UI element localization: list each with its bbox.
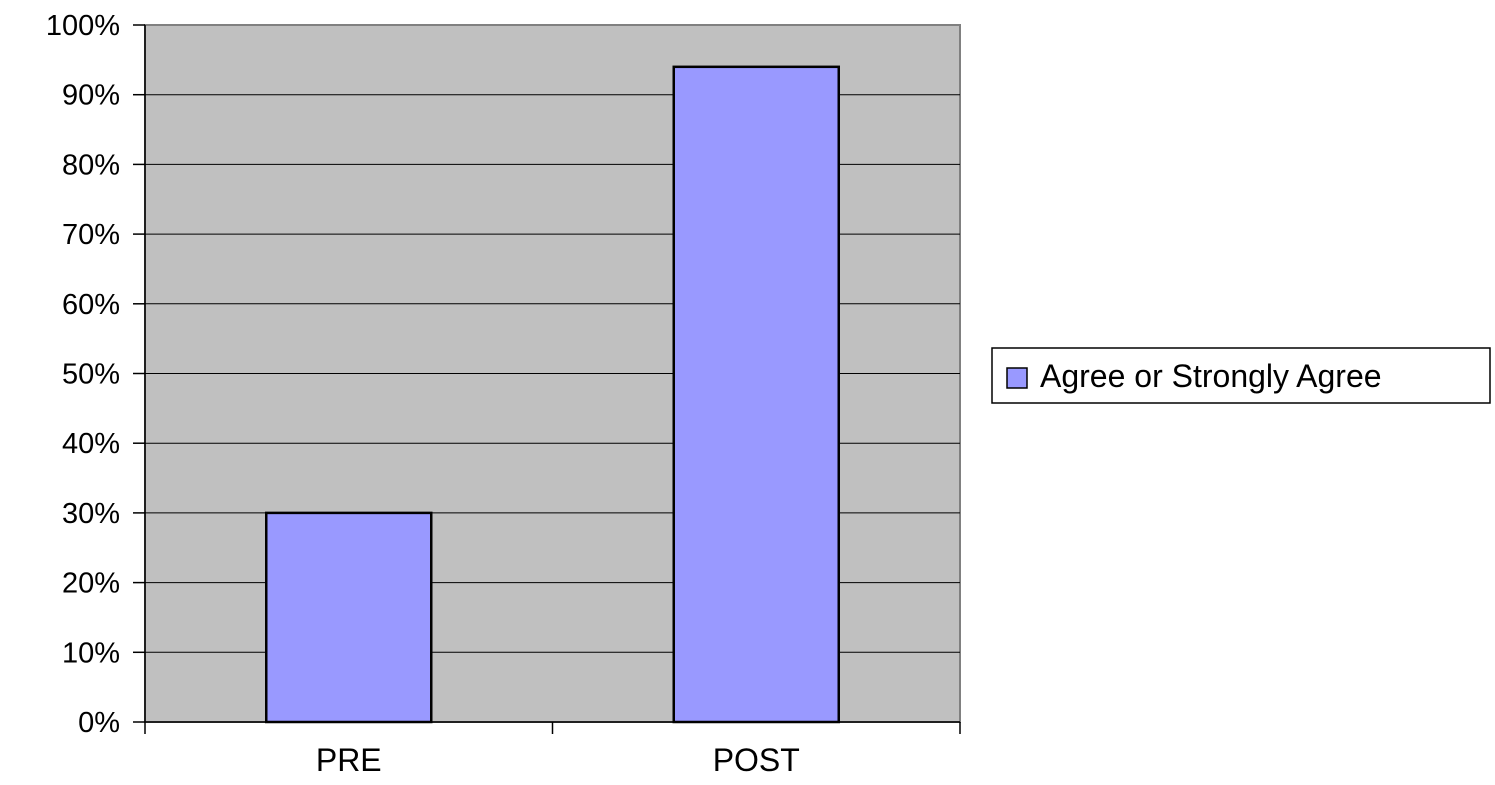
y-tick-label: 90% (62, 80, 120, 112)
y-tick-label: 40% (62, 428, 120, 460)
y-tick-label: 50% (62, 359, 120, 391)
y-tick-label: 0% (78, 707, 120, 739)
y-tick-label: 100% (46, 10, 120, 42)
y-tick-label: 10% (62, 637, 120, 669)
legend-label: Agree or Strongly Agree (1040, 358, 1382, 394)
legend-swatch (1007, 368, 1027, 388)
bar-pre (266, 513, 431, 722)
legend: Agree or Strongly Agree (992, 348, 1490, 403)
x-tick-label: POST (713, 742, 800, 778)
x-tick-labels: PRE POST (145, 722, 960, 778)
y-tick-label: 20% (62, 568, 120, 600)
y-tick-labels: 0% 10% 20% 30% 40% 50% 60% 70% 80% 90% 100% (46, 10, 145, 739)
y-tick-label: 30% (62, 498, 120, 530)
x-tick-label: PRE (316, 742, 382, 778)
y-tick-label: 70% (62, 219, 120, 251)
bar-post (674, 67, 839, 722)
y-tick-label: 60% (62, 289, 120, 321)
y-tick-label: 80% (62, 149, 120, 181)
